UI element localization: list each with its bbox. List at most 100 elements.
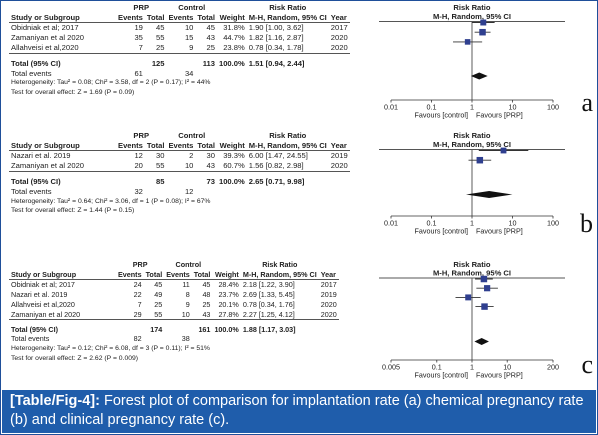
caption-label: [Table/Fig-4]: (10, 393, 100, 409)
total-ci-text: 1.88 [1.17, 3.03] (242, 324, 296, 334)
events-control: 10 (184, 161, 194, 171)
x-tick-label: 10 (509, 219, 517, 228)
forest-panel-b: PRP Control Risk Ratio Study or Subgroup… (9, 131, 593, 249)
year: 2020 (320, 309, 337, 319)
overall-effect-text: Test for overall effect: Z = 1.69 (P = 0… (11, 89, 135, 97)
total-events-label: Total events (11, 187, 52, 197)
ci-text: 2.69 [1.33, 5.45] (242, 290, 295, 300)
study-name: Nazari et al. 2019 (11, 290, 68, 300)
forest-panel-c: PRP Control Risk Ratio Study or Subgroup… (9, 260, 593, 384)
events-prp: 29 (133, 309, 142, 319)
ci-text: 1.90 [1.00, 3.62] (248, 23, 304, 33)
total-control: 25 (206, 42, 215, 52)
col-year: Year (330, 12, 347, 22)
total-row: Total (95% CI) 174 161 100.0% 1.88 [1.17… (9, 325, 339, 335)
forest-panel-a: PRP Control Risk Ratio Study or Subgroup… (9, 3, 593, 123)
favours-control-label: Favours [control] (414, 227, 468, 236)
col-year: Year (320, 269, 336, 279)
total-prp: 30 (156, 151, 165, 161)
year: 2017 (330, 23, 348, 33)
risk-ratio-header: Risk Ratio (269, 3, 307, 12)
point-estimate-square (465, 294, 472, 301)
group-prp-header: PRP (133, 3, 150, 12)
study-row: Zamaniyan et al 2020 20 55 10 43 60.7% 1… (9, 161, 350, 172)
total-weight: 100.0% (214, 324, 239, 334)
total-row: Total (95% CI) 125 113 100.0% 1.51 [0.94… (9, 59, 350, 69)
total-control: 73 (206, 177, 215, 187)
heterogeneity-text: Heterogeneity: Tau² = 0.64; Chi² = 3.06,… (11, 197, 211, 205)
events-prp: 22 (133, 290, 142, 300)
total-weight: 100.0% (218, 59, 245, 69)
group-control-header: Control (178, 131, 206, 140)
events-prp: 35 (134, 33, 143, 43)
weight: 28.4% (218, 280, 239, 290)
total-control: 25 (202, 299, 211, 309)
study-name: Zamaniyan et al 2020 (11, 161, 85, 171)
total-prp: 45 (154, 280, 163, 290)
events-control: 2 (189, 151, 194, 161)
plot-header-method: M-H, Random, 95% CI (433, 12, 511, 21)
total-events-prp: 32 (134, 187, 143, 197)
total-weight: 100.0% (218, 177, 245, 187)
study-name: Nazari et al. 2019 (11, 151, 71, 161)
total-events-control: 12 (184, 187, 194, 197)
events-prp: 20 (134, 161, 143, 171)
events-prp: 7 (138, 42, 143, 52)
total-control: 30 (206, 151, 215, 161)
x-tick-label: 0.1 (427, 103, 437, 112)
point-estimate-square (476, 156, 484, 164)
col-events-control: Events (168, 12, 194, 22)
study-row: Obidniak et al; 2017 19 45 10 45 31.8% 1… (9, 23, 350, 33)
total-prp: 125 (151, 59, 165, 69)
col-study: Study or Subgroup (11, 12, 80, 22)
col-total-prp: Total (146, 12, 165, 22)
total-prp: 25 (156, 42, 165, 52)
study-name: Zamaniyan et al 2020 (11, 309, 81, 319)
col-ci: M-H, Random, 95% CI (248, 140, 327, 150)
events-prp: 7 (137, 299, 142, 309)
year: 2020 (330, 33, 348, 43)
events-prp: 12 (134, 151, 143, 161)
events-control: 9 (189, 42, 194, 52)
total-prp: 45 (156, 23, 165, 33)
x-tick-label: 0.1 (427, 219, 437, 228)
study-row: Nazari et al. 2019 22 49 8 48 23.7% 2.69… (9, 290, 339, 300)
total-events-row: Total events 82 38 (9, 334, 339, 344)
ci-text: 0.78 [0.34, 1.76] (242, 299, 295, 309)
year: 2019 (330, 151, 348, 161)
weight: 27.8% (218, 309, 239, 319)
col-year: Year (330, 140, 347, 150)
plot-header-method: M-H, Random, 95% CI (433, 269, 511, 278)
events-control: 9 (185, 299, 190, 309)
x-tick-label: 200 (547, 363, 559, 372)
total-events-control: 34 (184, 68, 194, 78)
panel-letter-b: b (580, 209, 593, 238)
total-ci-text: 2.65 [0.71, 9.98] (248, 177, 305, 187)
x-tick-label: 1 (470, 103, 474, 112)
total-control: 43 (206, 33, 215, 43)
favours-control-label: Favours [control] (414, 371, 468, 380)
study-row: Nazari et al. 2019 12 30 2 30 39.3% 6.00… (9, 151, 350, 161)
point-estimate-square (484, 285, 491, 292)
study-row: Zamaniyan et al 2020 35 55 15 43 44.7% 1… (9, 33, 350, 43)
favours-prp-label: Favours [PRP] (476, 111, 523, 120)
weight: 31.8% (223, 23, 245, 33)
risk-ratio-header: Risk Ratio (262, 260, 298, 269)
total-control: 43 (202, 309, 211, 319)
total-prp: 174 (150, 324, 163, 334)
col-study: Study or Subgroup (11, 269, 77, 279)
plot-header-risk-ratio: Risk Ratio (453, 260, 490, 269)
events-prp: 24 (133, 280, 142, 290)
x-tick-label: 0.005 (382, 363, 400, 372)
total-prp: 25 (154, 299, 163, 309)
col-weight: Weight (215, 269, 239, 279)
study-name: Obidniak et al; 2017 (11, 23, 79, 33)
total-events-row: Total events 61 34 (9, 69, 350, 79)
plot-header-risk-ratio: Risk Ratio (453, 3, 490, 12)
panel-letter-c: c (581, 350, 593, 379)
favours-prp-label: Favours [PRP] (476, 227, 523, 236)
x-tick-label: 10 (509, 103, 517, 112)
favours-prp-label: Favours [PRP] (476, 371, 523, 380)
